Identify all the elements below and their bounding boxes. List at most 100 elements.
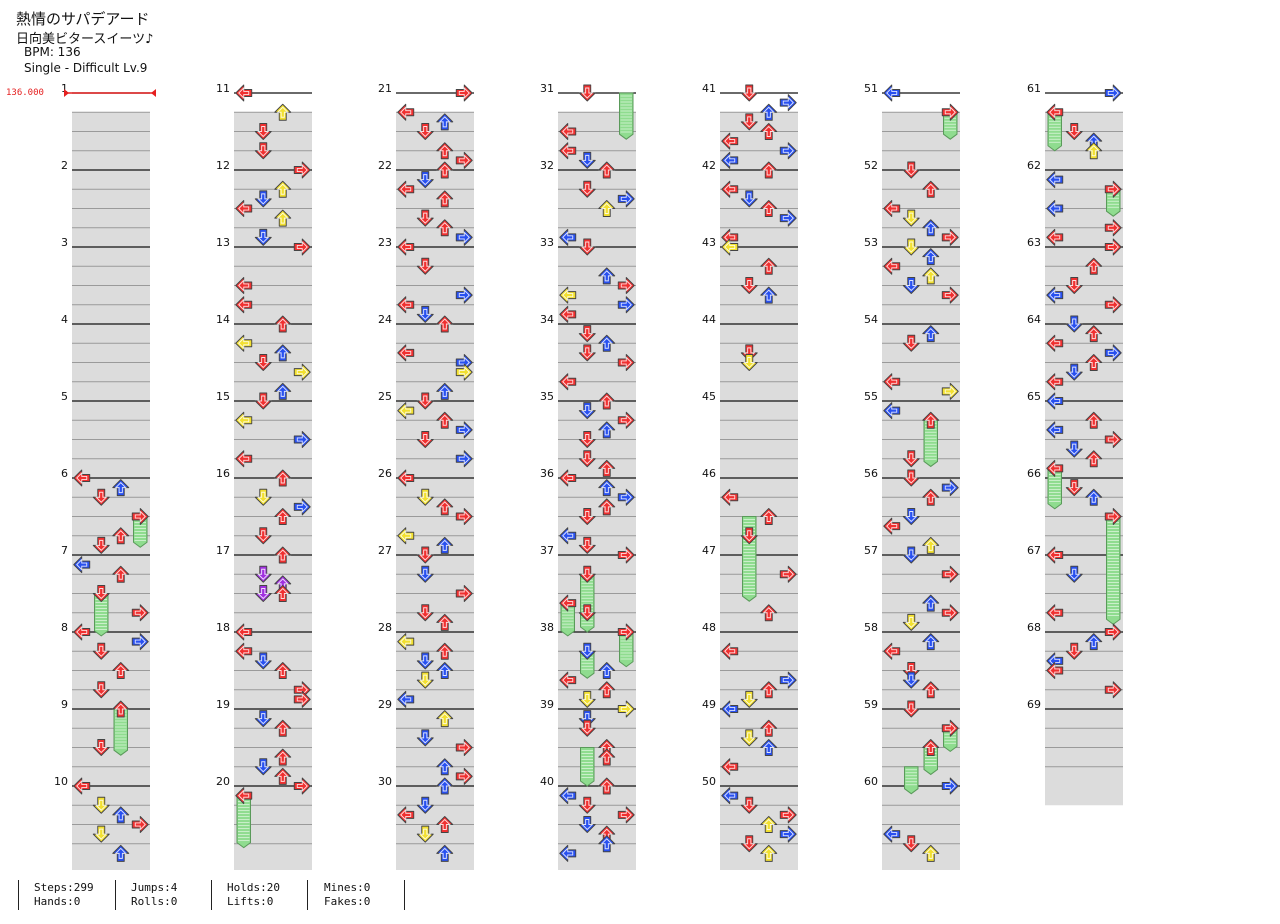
- arrow-down-icon: [578, 151, 596, 169]
- arrow-left-icon: [397, 690, 415, 708]
- arrow-up-icon: [598, 662, 616, 679]
- arrow-down-icon: [92, 536, 110, 554]
- arrow-body: [73, 777, 91, 795]
- arrow-body: [902, 450, 920, 468]
- measure-number: 33: [540, 236, 554, 249]
- arrow-down-icon: [254, 190, 272, 208]
- arrow-highlight: [238, 789, 250, 802]
- stats-divider: [115, 880, 116, 910]
- arrow-body: [578, 604, 596, 622]
- beat-shade: [558, 786, 636, 806]
- beat-shade: [720, 458, 798, 478]
- beat-shade: [720, 401, 798, 421]
- arrow-highlight: [620, 279, 632, 292]
- measure-number: 11: [216, 82, 230, 95]
- arrow-body: [922, 536, 940, 554]
- arrow-body: [416, 257, 434, 275]
- arrow-body: [559, 594, 577, 612]
- arrow-body: [73, 469, 91, 487]
- beat-shade: [1045, 728, 1123, 748]
- beat-shade: [720, 420, 798, 440]
- arrow-body: [760, 286, 778, 304]
- measure-25: 25: [378, 390, 474, 498]
- arrow-body: [721, 488, 739, 506]
- arrow-right-icon: [455, 286, 473, 304]
- beat-shade: [1045, 516, 1123, 536]
- arrow-right-icon: [1104, 219, 1122, 237]
- arrow-left-icon: [721, 642, 739, 660]
- arrow-up-icon: [436, 498, 454, 516]
- arrow-left-icon: [1046, 373, 1064, 391]
- beat-shade: [396, 766, 474, 786]
- arrow-right-icon: [941, 286, 959, 304]
- arrow-body: [578, 431, 596, 448]
- measure-52: 52: [864, 159, 960, 267]
- arrow-body: [578, 180, 596, 198]
- measure-31: 31: [540, 82, 636, 190]
- stats-divider: [211, 880, 212, 910]
- arrow-highlight: [276, 472, 289, 484]
- measure-number: 20: [216, 775, 230, 788]
- arrow-body: [416, 825, 434, 843]
- measure-8: 8: [61, 621, 150, 729]
- arrow-right-icon: [1104, 681, 1122, 699]
- arrow-left-icon: [397, 238, 415, 256]
- arrow-right-icon: [131, 633, 149, 651]
- arrow-highlight: [419, 549, 432, 561]
- beat-shade: [234, 401, 312, 421]
- arrow-body: [92, 825, 110, 843]
- measure-53: 53: [864, 236, 960, 344]
- beat-shade: [234, 670, 312, 690]
- arrow-highlight: [257, 655, 270, 667]
- arrow-down-icon: [578, 431, 596, 448]
- beat-shade: [558, 747, 636, 767]
- beat-shade: [1045, 458, 1123, 478]
- arrow-down-icon: [416, 488, 434, 506]
- measure-number: 22: [378, 159, 392, 172]
- beat-shade: [882, 670, 960, 690]
- arrow-body: [1104, 84, 1122, 102]
- arrow-highlight: [886, 375, 898, 388]
- arrow-highlight: [1068, 443, 1081, 455]
- arrow-down-icon: [416, 123, 434, 140]
- beat-shade: [396, 227, 474, 247]
- arrow-down-icon: [416, 729, 434, 747]
- measure-number: 19: [216, 698, 230, 711]
- beat-shade: [396, 324, 474, 344]
- arrow-body: [760, 161, 778, 179]
- arrow-down-icon: [1065, 479, 1083, 497]
- arrow-body: [131, 633, 149, 651]
- arrow-right-icon: [1104, 180, 1122, 198]
- arrow-body: [740, 729, 758, 747]
- beat-shade: [882, 304, 960, 324]
- arrow-body: [598, 835, 616, 853]
- beat-shade: [882, 170, 960, 190]
- beat-shade: [234, 247, 312, 267]
- arrow-body: [617, 354, 635, 371]
- arrow-highlight: [562, 529, 574, 542]
- arrow-body: [455, 767, 473, 785]
- arrow-body: [922, 633, 940, 651]
- arrow-highlight: [581, 154, 594, 167]
- arrow-right-icon: [455, 508, 473, 525]
- arrow-up-icon: [922, 739, 940, 756]
- arrow-down-icon: [902, 613, 920, 631]
- beat-shade: [558, 131, 636, 151]
- arrow-body: [112, 806, 130, 824]
- arrow-highlight: [924, 635, 937, 648]
- arrow-body: [397, 806, 415, 824]
- arrow-body: [922, 681, 940, 699]
- arrow-highlight: [438, 664, 451, 676]
- arrow-body: [760, 739, 778, 756]
- arrow-highlight: [95, 491, 108, 503]
- arrow-body: [902, 469, 920, 487]
- arrow-body: [92, 642, 110, 660]
- arrow-down-icon: [254, 142, 272, 160]
- arrow-highlight: [724, 154, 736, 167]
- beat-shade: [558, 766, 636, 786]
- beat-shade: [72, 555, 150, 575]
- arrow-highlight: [238, 86, 250, 100]
- beat-shade: [720, 343, 798, 363]
- arrow-right-icon: [779, 94, 797, 112]
- arrow-body: [1046, 103, 1064, 121]
